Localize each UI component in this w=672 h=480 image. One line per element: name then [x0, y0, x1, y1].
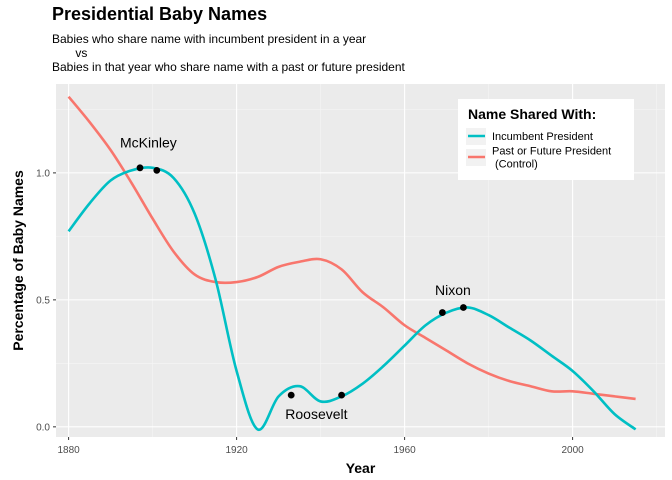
annotations: McKinley Roosevelt Nixon	[120, 134, 471, 422]
legend-label: (Control)	[495, 159, 538, 171]
annotation-label: Nixon	[435, 282, 471, 298]
y-tick-label: 0.0	[36, 422, 50, 433]
x-axis-ticks: 1880 1920 1960 2000	[57, 437, 584, 456]
annotation-label: Roosevelt	[285, 406, 347, 422]
legend-box	[458, 99, 634, 180]
legend-label: Past or Future President	[492, 146, 611, 158]
x-tick-label: 2000	[561, 445, 584, 456]
annotation-label: McKinley	[120, 134, 177, 150]
y-axis-title: Percentage of Baby Names	[10, 170, 26, 351]
x-tick-label: 1960	[393, 445, 416, 456]
legend: Name Shared With: Incumbent President Past…	[458, 99, 634, 180]
highlight-point	[439, 309, 446, 316]
y-tick-label: 1.0	[36, 168, 50, 179]
x-axis-title: Year	[346, 460, 376, 476]
x-tick-label: 1920	[225, 445, 248, 456]
y-tick-label: 0.5	[36, 295, 50, 306]
legend-title: Name Shared With:	[468, 106, 596, 122]
highlight-point	[460, 304, 467, 311]
chart-title: Presidential Baby Names	[52, 4, 268, 24]
highlight-point	[153, 166, 161, 174]
highlight-points	[136, 164, 467, 399]
chart-subtitle: Babies who share name with incumbent pre…	[52, 32, 405, 74]
incumbent-series-line	[67, 166, 637, 431]
highlight-point	[338, 391, 345, 399]
highlight-point	[136, 164, 144, 172]
highlight-point	[287, 391, 295, 399]
y-axis-ticks: 0.0 0.5 1.0	[36, 168, 56, 433]
x-tick-label: 1880	[57, 445, 80, 456]
series-lines	[67, 95, 637, 431]
legend-label: Incumbent President	[492, 131, 593, 143]
control-series-line	[67, 95, 636, 401]
